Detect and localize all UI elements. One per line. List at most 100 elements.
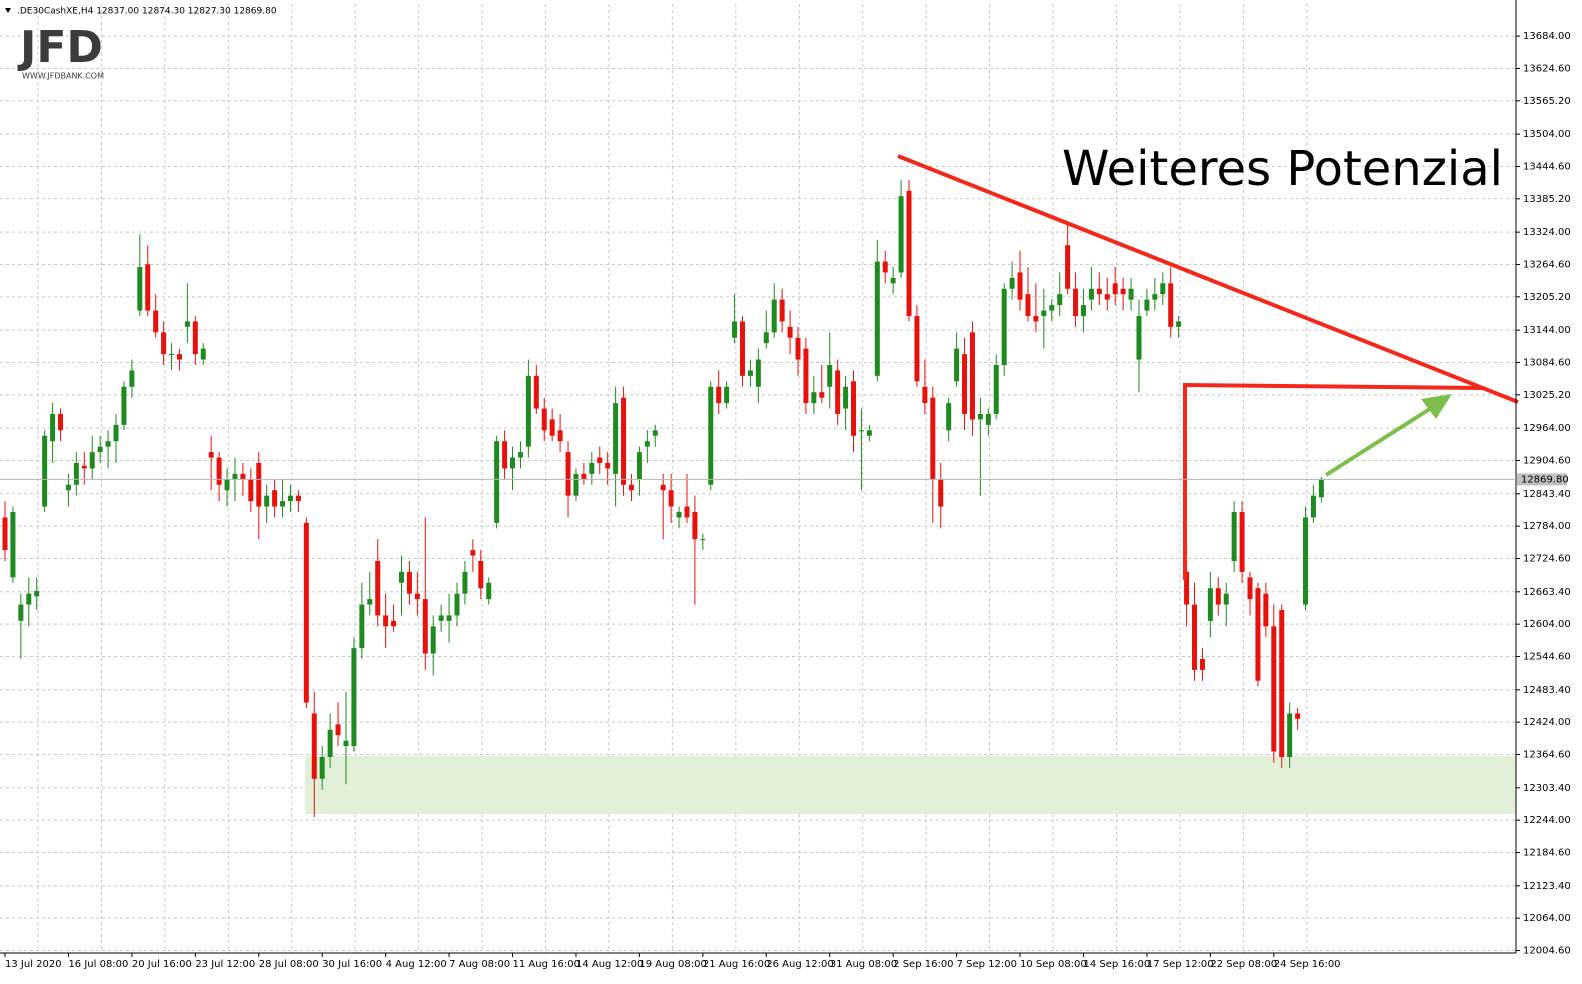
candle-body bbox=[446, 615, 452, 621]
candle-body bbox=[26, 593, 32, 605]
candle-body bbox=[1112, 283, 1118, 295]
x-tick-label: 4 Aug 12:00 bbox=[386, 959, 447, 970]
candle-body bbox=[311, 713, 317, 779]
candle-body bbox=[367, 599, 373, 605]
candle-body bbox=[684, 506, 690, 518]
candle-body bbox=[652, 430, 658, 436]
candle-body bbox=[763, 332, 769, 344]
candle-body bbox=[343, 740, 349, 747]
x-tick-label: 17 Sep 12:00 bbox=[1147, 959, 1214, 970]
candle-body bbox=[755, 359, 761, 387]
candle-body bbox=[264, 495, 270, 507]
candle-body bbox=[1144, 299, 1150, 311]
candle-body bbox=[1017, 272, 1023, 300]
candle-body bbox=[1255, 588, 1261, 681]
candle-body bbox=[1176, 321, 1182, 327]
x-tick-label: 2 Sep 16:00 bbox=[893, 959, 953, 970]
candle-body bbox=[724, 386, 730, 404]
candle-body bbox=[1263, 593, 1269, 627]
candle-body bbox=[1295, 713, 1301, 719]
candle-body bbox=[406, 571, 412, 594]
candle-body bbox=[42, 435, 48, 507]
candle-body bbox=[866, 430, 872, 436]
x-tick-label: 16 Jul 08:00 bbox=[68, 959, 128, 970]
candle-body bbox=[1073, 288, 1079, 316]
candle-body bbox=[1128, 288, 1134, 300]
candle-body bbox=[946, 403, 952, 431]
candle-body bbox=[1057, 294, 1063, 306]
candle-body bbox=[613, 403, 619, 474]
candle-body bbox=[1065, 245, 1071, 289]
candle-body bbox=[438, 615, 444, 621]
price-tag-box bbox=[1517, 473, 1567, 486]
candle-body bbox=[1096, 288, 1102, 295]
candle-body bbox=[922, 386, 928, 404]
candle-body bbox=[486, 582, 492, 600]
y-tick-label: 13565.20 bbox=[1523, 96, 1571, 107]
y-tick-label: 13324.00 bbox=[1523, 227, 1571, 238]
candle-body bbox=[232, 473, 238, 480]
candle-body bbox=[105, 441, 111, 447]
x-tick-label: 14 Aug 12:00 bbox=[576, 959, 643, 970]
candles bbox=[2, 179, 1324, 817]
candle-body bbox=[73, 462, 79, 485]
x-tick-label: 11 Aug 16:00 bbox=[513, 959, 580, 970]
candle-body bbox=[129, 370, 135, 387]
candle-body bbox=[1152, 294, 1158, 300]
y-tick-label: 13084.60 bbox=[1523, 357, 1571, 368]
candle-body bbox=[280, 501, 286, 507]
candle-body bbox=[1104, 294, 1110, 300]
x-tick-label: 7 Sep 12:00 bbox=[957, 959, 1017, 970]
candle-body bbox=[1049, 305, 1055, 311]
candle-body bbox=[1303, 517, 1309, 605]
candle-body bbox=[874, 261, 880, 376]
candle-body bbox=[573, 473, 579, 496]
candle-body bbox=[541, 408, 547, 431]
candle-body bbox=[795, 337, 801, 360]
y-tick-label: 13205.20 bbox=[1523, 292, 1571, 303]
candle-body bbox=[502, 441, 508, 469]
candle-body bbox=[692, 511, 698, 540]
candle-body bbox=[2, 517, 8, 551]
candle-body bbox=[34, 590, 40, 597]
candle-body bbox=[1192, 604, 1197, 670]
candle-body bbox=[50, 413, 56, 442]
x-tick-label: 20 Jul 16:00 bbox=[132, 959, 192, 970]
candle-body bbox=[327, 729, 333, 757]
candle-body bbox=[668, 490, 674, 507]
candle-body bbox=[930, 397, 936, 480]
y-tick-label: 12424.00 bbox=[1523, 717, 1571, 728]
y-tick-label: 13385.20 bbox=[1523, 194, 1571, 205]
menu-arrow[interactable] bbox=[5, 8, 11, 13]
candle-body bbox=[993, 364, 999, 414]
price-tag: 12869.80 bbox=[1521, 474, 1569, 485]
candle-body bbox=[851, 381, 857, 436]
candle-body bbox=[399, 571, 404, 583]
candle-body bbox=[359, 604, 365, 649]
candle-body bbox=[287, 495, 293, 502]
candle-body bbox=[1199, 658, 1205, 670]
y-tick-label: 13684.00 bbox=[1523, 31, 1571, 42]
candle-body bbox=[1136, 315, 1142, 360]
y-tick-label: 13624.60 bbox=[1523, 63, 1571, 74]
candle-body bbox=[549, 419, 555, 436]
candle-body bbox=[747, 370, 753, 376]
candle-body bbox=[454, 593, 460, 616]
candle-body bbox=[430, 626, 436, 654]
x-tick-label: 22 Sep 08:00 bbox=[1210, 959, 1277, 970]
x-tick-label: 30 Jul 16:00 bbox=[322, 959, 382, 970]
candle-body bbox=[1120, 288, 1126, 295]
candle-body bbox=[708, 386, 714, 485]
candle-body bbox=[985, 413, 991, 425]
candle-body bbox=[121, 386, 127, 425]
candle-body bbox=[161, 332, 167, 355]
candle-body bbox=[589, 462, 595, 474]
logo: JFD bbox=[17, 22, 103, 73]
candle-body bbox=[827, 364, 833, 387]
candle-body bbox=[510, 457, 516, 469]
candle-body bbox=[1271, 626, 1277, 752]
candle-body bbox=[803, 348, 809, 404]
x-tick-label: 13 Jul 2020 bbox=[5, 959, 62, 970]
trend-line bbox=[897, 154, 1519, 404]
